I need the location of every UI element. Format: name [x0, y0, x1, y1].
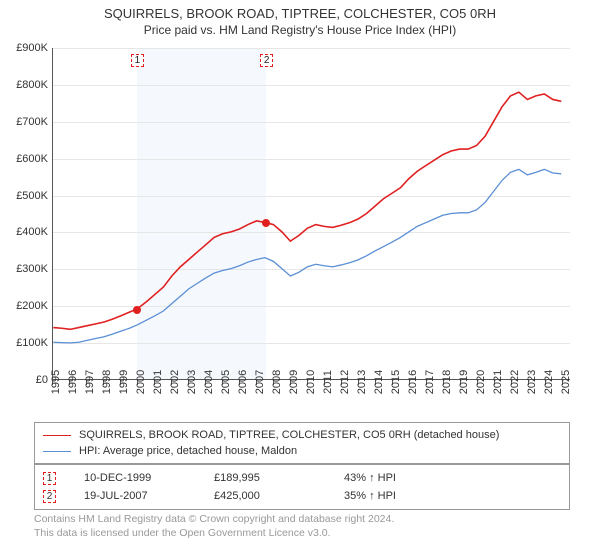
x-tick-label: 2018	[441, 370, 453, 394]
x-tick-label: 2005	[220, 370, 232, 394]
footer-line-1: Contains HM Land Registry data © Crown c…	[34, 512, 394, 526]
x-tick-label: 2002	[169, 370, 181, 394]
legend-swatch	[43, 451, 71, 452]
x-tick-label: 2004	[203, 370, 215, 394]
y-tick-label: £800K	[4, 79, 48, 91]
chart-subtitle: Price paid vs. HM Land Registry's House …	[0, 21, 600, 37]
x-tick-label: 2013	[356, 370, 368, 394]
sale-price: £189,995	[214, 472, 344, 484]
x-tick-label: 2000	[135, 370, 147, 394]
series-line	[53, 92, 561, 329]
sale-date: 19-JUL-2007	[84, 490, 214, 502]
sale-row: 1 10-DEC-1999£189,99543% ↑ HPI	[43, 469, 561, 487]
x-tick-label: 2008	[271, 370, 283, 394]
legend-label: HPI: Average price, detached house, Mald…	[79, 445, 297, 457]
y-tick-label: £200K	[4, 300, 48, 312]
sale-date: 10-DEC-1999	[84, 472, 214, 484]
sale-marker-box: 2	[43, 490, 56, 503]
sale-marker-flag: 1	[131, 54, 144, 67]
y-tick-label: £0	[4, 374, 48, 386]
x-tick-label: 2009	[288, 370, 300, 394]
x-tick-label: 2001	[152, 370, 164, 394]
x-tick-label: 2007	[254, 370, 266, 394]
series-line	[53, 169, 561, 343]
legend-item: SQUIRRELS, BROOK ROAD, TIPTREE, COLCHEST…	[43, 427, 561, 443]
x-tick-label: 2014	[373, 370, 385, 394]
x-tick-label: 2011	[322, 370, 334, 394]
x-tick-label: 1998	[101, 370, 113, 394]
x-tick-label: 2025	[560, 370, 572, 394]
x-tick-label: 2021	[492, 370, 504, 394]
legend-swatch	[43, 435, 71, 436]
legend-box: SQUIRRELS, BROOK ROAD, TIPTREE, COLCHEST…	[34, 422, 570, 464]
sale-marker-box: 1	[43, 472, 56, 485]
x-tick-label: 2016	[407, 370, 419, 394]
x-tick-label: 1996	[67, 370, 79, 394]
y-tick-label: £700K	[4, 116, 48, 128]
legend-item: HPI: Average price, detached house, Mald…	[43, 443, 561, 459]
sale-price: £425,000	[214, 490, 344, 502]
sale-dot	[262, 219, 270, 227]
x-tick-label: 2006	[237, 370, 249, 394]
line-plot-svg	[53, 48, 570, 379]
x-tick-label: 2024	[543, 370, 555, 394]
x-tick-label: 2003	[186, 370, 198, 394]
x-tick-label: 2019	[458, 370, 470, 394]
y-tick-label: £300K	[4, 263, 48, 275]
legend-label: SQUIRRELS, BROOK ROAD, TIPTREE, COLCHEST…	[79, 429, 499, 441]
x-tick-label: 1995	[50, 370, 62, 394]
sales-table: 1 10-DEC-1999£189,99543% ↑ HPI 2 19-JUL-200…	[34, 464, 570, 510]
y-tick-label: £600K	[4, 153, 48, 165]
sale-vs-hpi: 35% ↑ HPI	[344, 490, 464, 502]
x-tick-label: 2023	[526, 370, 538, 394]
chart-title: SQUIRRELS, BROOK ROAD, TIPTREE, COLCHEST…	[0, 0, 600, 21]
footer-attribution: Contains HM Land Registry data © Crown c…	[34, 512, 394, 540]
x-tick-label: 2010	[305, 370, 317, 394]
y-tick-label: £900K	[4, 42, 48, 54]
x-tick-label: 2020	[475, 370, 487, 394]
x-tick-label: 2017	[424, 370, 436, 394]
x-tick-label: 1999	[118, 370, 130, 394]
chart-plot-area: 12	[52, 48, 570, 380]
x-tick-label: 2015	[390, 370, 402, 394]
sale-marker-flag: 2	[260, 54, 273, 67]
sale-dot	[133, 306, 141, 314]
y-tick-label: £100K	[4, 337, 48, 349]
y-tick-label: £400K	[4, 226, 48, 238]
sale-vs-hpi: 43% ↑ HPI	[344, 472, 464, 484]
x-tick-label: 1997	[84, 370, 96, 394]
x-tick-label: 2012	[339, 370, 351, 394]
y-tick-label: £500K	[4, 190, 48, 202]
sale-row: 2 19-JUL-2007£425,00035% ↑ HPI	[43, 487, 561, 505]
footer-line-2: This data is licensed under the Open Gov…	[34, 526, 394, 540]
x-tick-label: 2022	[509, 370, 521, 394]
